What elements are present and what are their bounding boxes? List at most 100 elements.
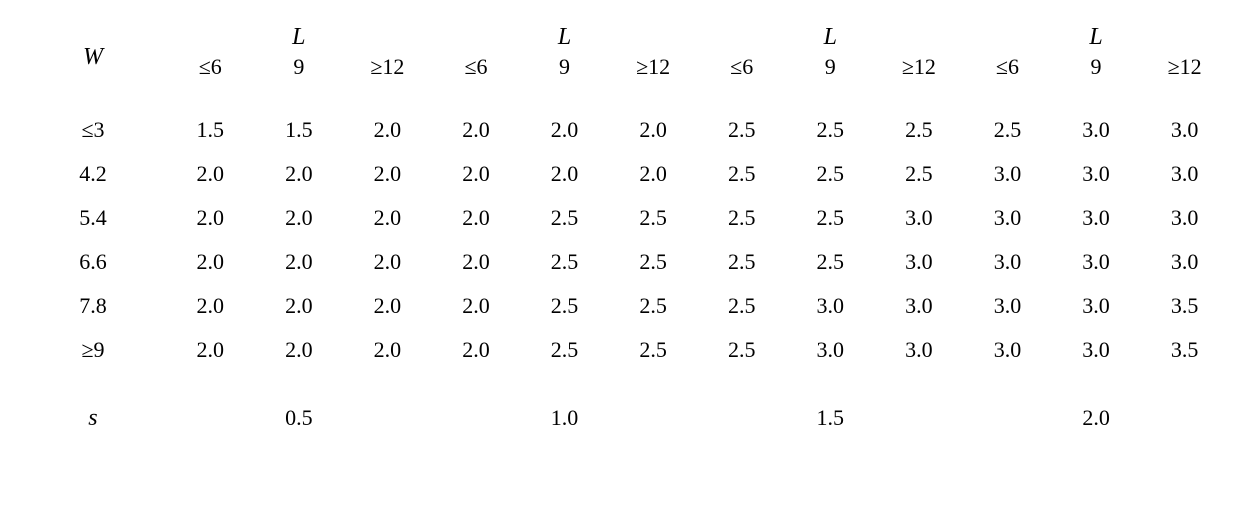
data-cell: 2.5 [520, 284, 609, 328]
data-cell: 2.5 [875, 94, 964, 152]
row-label: ≤3 [20, 94, 166, 152]
table-row: 4.22.02.02.02.02.02.02.52.52.53.03.03.0 [20, 152, 1229, 196]
data-table: W L L L L ≤6 9 ≥12 ≤6 9 ≥12 ≤6 9 ≥12 ≤6 … [20, 20, 1229, 450]
sub-header: ≥12 [343, 54, 432, 94]
group-header-2: L [697, 20, 963, 54]
data-cell: 2.5 [609, 284, 698, 328]
l-label-3: L [1089, 24, 1102, 50]
data-cell: 3.0 [963, 328, 1052, 386]
data-cell: 2.5 [697, 240, 786, 284]
table-row: ≤31.51.52.02.02.02.02.52.52.52.53.03.0 [20, 94, 1229, 152]
data-cell: 3.0 [1052, 328, 1141, 386]
footer-label-cell: s [20, 386, 166, 450]
data-cell: 3.0 [1052, 284, 1141, 328]
row-header-label: W [20, 20, 166, 94]
data-cell: 1.5 [166, 94, 255, 152]
sub-header: 9 [255, 54, 344, 94]
data-cell: 2.0 [343, 328, 432, 386]
data-cell: 2.0 [432, 284, 521, 328]
group-header-1: L [432, 20, 698, 54]
data-cell: 3.0 [875, 240, 964, 284]
data-cell: 3.0 [1140, 240, 1229, 284]
data-cell: 2.5 [697, 94, 786, 152]
data-cell: 3.0 [786, 284, 875, 328]
data-cell: 2.0 [166, 152, 255, 196]
data-cell: 3.0 [875, 196, 964, 240]
data-cell: 3.0 [1052, 196, 1141, 240]
data-cell: 3.0 [963, 284, 1052, 328]
data-cell: 2.5 [697, 284, 786, 328]
data-cell: 3.0 [963, 240, 1052, 284]
row-label: 7.8 [20, 284, 166, 328]
data-cell: 3.5 [1140, 284, 1229, 328]
data-cell: 2.0 [343, 196, 432, 240]
data-cell: 2.0 [343, 152, 432, 196]
data-cell: 2.0 [166, 196, 255, 240]
data-cell: 2.0 [255, 240, 344, 284]
data-cell: 2.0 [520, 152, 609, 196]
table-row: ≥92.02.02.02.02.52.52.53.03.03.03.03.5 [20, 328, 1229, 386]
data-cell: 3.0 [1140, 94, 1229, 152]
row-label: 5.4 [20, 196, 166, 240]
data-cell: 2.0 [343, 240, 432, 284]
s-label: s [88, 405, 97, 431]
data-cell: 2.5 [786, 240, 875, 284]
data-cell: 3.0 [786, 328, 875, 386]
data-cell: 2.0 [432, 240, 521, 284]
data-cell: 2.5 [697, 196, 786, 240]
data-cell: 2.0 [255, 284, 344, 328]
data-cell: 3.0 [875, 328, 964, 386]
l-label-1: L [558, 24, 571, 50]
l-label-2: L [824, 24, 837, 50]
data-cell: 3.0 [875, 284, 964, 328]
footer-value-0: 0.5 [166, 386, 432, 450]
row-label: 6.6 [20, 240, 166, 284]
data-cell: 2.5 [609, 240, 698, 284]
data-cell: 3.0 [1140, 152, 1229, 196]
data-cell: 2.5 [697, 328, 786, 386]
data-cell: 2.0 [255, 328, 344, 386]
w-label: W [83, 44, 103, 70]
data-cell: 3.5 [1140, 328, 1229, 386]
row-label: ≥9 [20, 328, 166, 386]
sub-header: ≤6 [166, 54, 255, 94]
header-row-2: ≤6 9 ≥12 ≤6 9 ≥12 ≤6 9 ≥12 ≤6 9 ≥12 [20, 54, 1229, 94]
data-cell: 3.0 [1052, 94, 1141, 152]
l-label-0: L [292, 24, 305, 50]
sub-header: ≤6 [697, 54, 786, 94]
sub-header: ≥12 [1140, 54, 1229, 94]
data-cell: 2.0 [255, 152, 344, 196]
sub-header: 9 [520, 54, 609, 94]
sub-header: ≥12 [609, 54, 698, 94]
data-cell: 2.5 [786, 152, 875, 196]
data-cell: 2.5 [609, 196, 698, 240]
data-cell: 2.5 [963, 94, 1052, 152]
data-cell: 2.5 [875, 152, 964, 196]
header-row-1: W L L L L [20, 20, 1229, 54]
footer-value-2: 1.5 [697, 386, 963, 450]
data-cell: 2.5 [520, 328, 609, 386]
group-header-3: L [963, 20, 1229, 54]
data-cell: 2.0 [343, 284, 432, 328]
data-cell: 1.5 [255, 94, 344, 152]
data-cell: 2.0 [520, 94, 609, 152]
data-cell: 3.0 [1052, 240, 1141, 284]
table-row: 6.62.02.02.02.02.52.52.52.53.03.03.03.0 [20, 240, 1229, 284]
data-cell: 2.5 [786, 196, 875, 240]
data-cell: 2.5 [520, 196, 609, 240]
footer-value-1: 1.0 [432, 386, 698, 450]
data-cell: 2.0 [432, 196, 521, 240]
data-cell: 2.0 [432, 152, 521, 196]
data-cell: 3.0 [963, 196, 1052, 240]
data-cell: 2.0 [343, 94, 432, 152]
data-cell: 2.0 [609, 94, 698, 152]
table-row: 7.82.02.02.02.02.52.52.53.03.03.03.03.5 [20, 284, 1229, 328]
data-cell: 3.0 [1052, 152, 1141, 196]
row-label: 4.2 [20, 152, 166, 196]
data-cell: 2.0 [432, 328, 521, 386]
data-cell: 2.0 [609, 152, 698, 196]
sub-header: 9 [1052, 54, 1141, 94]
data-cell: 2.0 [166, 328, 255, 386]
data-cell: 2.0 [255, 196, 344, 240]
sub-header: ≤6 [963, 54, 1052, 94]
